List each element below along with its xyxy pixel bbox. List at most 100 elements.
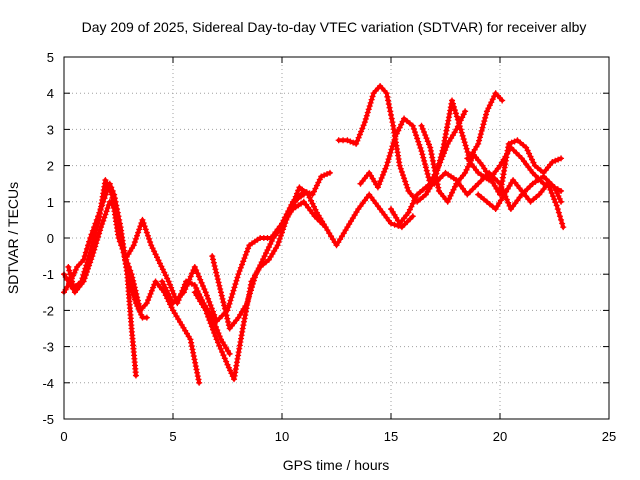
data-point-marker bbox=[68, 274, 75, 281]
data-point-marker bbox=[211, 329, 218, 336]
data-point-marker bbox=[191, 289, 198, 296]
data-point-marker bbox=[158, 263, 165, 270]
data-point-marker bbox=[203, 292, 210, 299]
data-point-marker bbox=[348, 218, 355, 225]
data-point-marker bbox=[202, 307, 209, 314]
data-point-marker bbox=[105, 182, 112, 189]
y-tick-label: 3 bbox=[47, 122, 54, 137]
y-tick-label: -5 bbox=[42, 412, 54, 427]
data-point-marker bbox=[319, 221, 326, 228]
data-point-marker bbox=[191, 263, 198, 270]
data-point-marker bbox=[529, 169, 536, 176]
data-point-marker bbox=[409, 122, 416, 129]
data-point-marker bbox=[483, 111, 490, 118]
data-point-marker bbox=[84, 265, 91, 272]
data-point-marker bbox=[558, 198, 565, 205]
data-point-marker bbox=[431, 164, 438, 171]
data-point-marker bbox=[449, 189, 456, 196]
data-point-marker bbox=[314, 215, 321, 222]
data-point-marker bbox=[455, 119, 462, 126]
data-point-marker bbox=[211, 311, 218, 318]
data-point-marker bbox=[449, 97, 456, 104]
data-point-marker bbox=[154, 254, 161, 261]
y-tick-label: 4 bbox=[47, 86, 54, 101]
data-point-marker bbox=[485, 105, 492, 112]
data-point-marker bbox=[436, 157, 443, 164]
x-tick-label: 0 bbox=[60, 429, 67, 444]
data-point-marker bbox=[388, 220, 394, 227]
data-point-marker bbox=[193, 292, 200, 299]
data-point-marker bbox=[144, 232, 151, 239]
data-point-marker bbox=[145, 297, 152, 304]
data-point-marker bbox=[128, 285, 135, 292]
data-point-marker bbox=[393, 130, 400, 137]
data-point-marker bbox=[328, 233, 335, 240]
data-point-marker bbox=[225, 318, 232, 325]
data-point-marker bbox=[317, 218, 324, 225]
data-point-marker bbox=[291, 196, 298, 203]
data-point-marker bbox=[398, 224, 405, 231]
data-point-marker bbox=[537, 177, 544, 184]
data-point-marker bbox=[324, 171, 331, 178]
data-point-marker bbox=[119, 245, 126, 252]
data-point-marker bbox=[146, 293, 153, 300]
data-point-marker bbox=[104, 205, 111, 212]
data-point-marker bbox=[160, 281, 167, 288]
data-point-marker bbox=[435, 184, 442, 191]
data-point-marker bbox=[244, 300, 251, 307]
data-point-marker bbox=[528, 156, 535, 163]
data-point-marker bbox=[223, 312, 230, 319]
data-point-marker bbox=[143, 229, 150, 236]
data-point-marker bbox=[324, 227, 331, 234]
data-point-marker bbox=[424, 138, 431, 145]
data-point-marker bbox=[195, 295, 202, 302]
y-axis-label: SDTVAR / TECUs bbox=[5, 182, 21, 294]
data-point-marker bbox=[134, 232, 141, 239]
data-point-marker bbox=[200, 304, 207, 311]
data-point-marker bbox=[438, 151, 445, 158]
data-point-marker bbox=[208, 305, 215, 312]
data-point-marker bbox=[453, 113, 460, 120]
data-point-marker bbox=[240, 258, 247, 265]
data-point-marker bbox=[475, 140, 482, 147]
data-point-marker bbox=[92, 243, 99, 250]
data-point-marker bbox=[423, 135, 430, 142]
data-point-marker bbox=[276, 235, 283, 242]
data-point-marker bbox=[552, 199, 559, 206]
data-point-marker bbox=[407, 215, 414, 222]
data-point-marker bbox=[212, 333, 219, 340]
data-point-marker bbox=[421, 128, 428, 135]
data-point-marker bbox=[159, 266, 166, 273]
data-point-marker bbox=[210, 259, 217, 266]
data-point-marker bbox=[365, 106, 372, 113]
data-point-marker bbox=[458, 129, 465, 136]
data-point-marker bbox=[178, 292, 185, 299]
data-point-marker bbox=[96, 230, 103, 237]
data-point-marker bbox=[450, 103, 457, 110]
data-point-marker bbox=[464, 148, 471, 155]
data-point-marker bbox=[143, 314, 150, 321]
data-point-marker bbox=[505, 199, 512, 206]
data-point-marker bbox=[408, 203, 415, 210]
data-point-marker bbox=[549, 158, 556, 165]
data-point-marker bbox=[535, 175, 542, 182]
data-point-marker bbox=[242, 251, 249, 258]
data-point-marker bbox=[326, 169, 333, 176]
data-point-marker bbox=[188, 280, 195, 287]
data-point-marker bbox=[398, 121, 405, 128]
data-point-marker bbox=[412, 194, 419, 201]
data-point-marker bbox=[201, 286, 208, 293]
data-point-marker bbox=[189, 346, 196, 353]
series-track-2 bbox=[61, 177, 203, 386]
data-point-marker bbox=[170, 290, 177, 297]
data-point-marker bbox=[346, 221, 353, 228]
data-point-marker bbox=[364, 109, 371, 116]
data-point-marker bbox=[463, 145, 470, 152]
data-point-marker bbox=[219, 295, 226, 302]
data-point-marker bbox=[387, 149, 394, 156]
data-point-marker bbox=[421, 157, 428, 164]
data-point-marker bbox=[132, 372, 139, 379]
data-point-marker bbox=[83, 268, 90, 275]
data-point-marker bbox=[434, 177, 441, 184]
